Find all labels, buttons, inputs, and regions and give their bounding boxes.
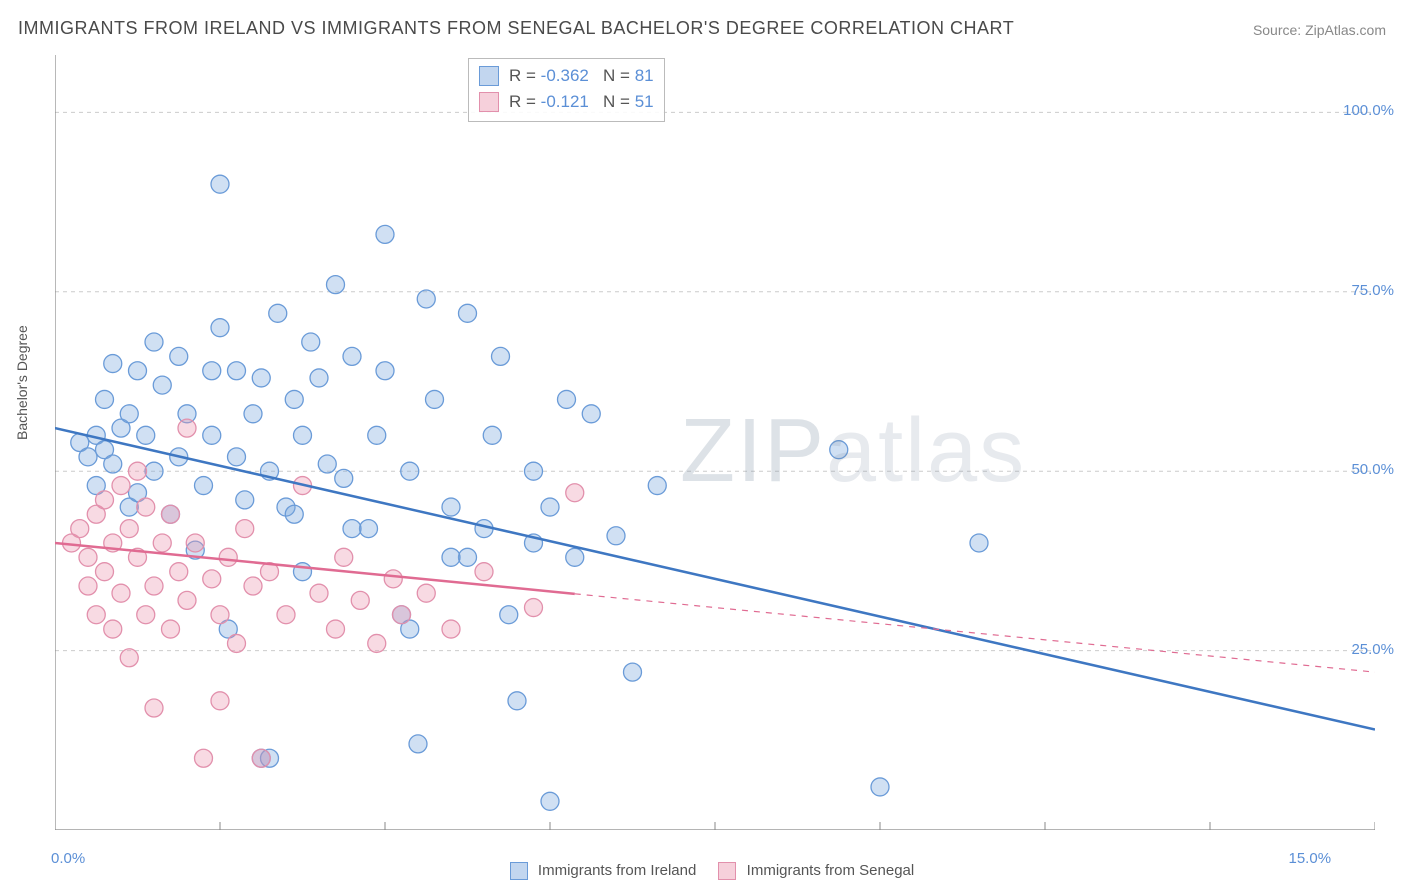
chart-title: IMMIGRANTS FROM IRELAND VS IMMIGRANTS FR… <box>18 18 1014 39</box>
legend-row: R = -0.121 N = 51 <box>479 89 654 115</box>
series-legend: Immigrants from Ireland Immigrants from … <box>0 862 1406 880</box>
legend-swatch-senegal <box>718 862 736 880</box>
legend-swatch-icon <box>479 92 499 112</box>
legend-label-ireland: Immigrants from Ireland <box>538 862 696 879</box>
y-tick: 50.0% <box>1351 461 1394 478</box>
legend-label-senegal: Immigrants from Senegal <box>747 862 915 879</box>
y-tick: 100.0% <box>1343 102 1394 119</box>
scatter-plot <box>55 55 1375 830</box>
y-tick: 25.0% <box>1351 641 1394 658</box>
y-axis-label: Bachelor's Degree <box>14 325 30 440</box>
legend-swatch-icon <box>479 66 499 86</box>
legend-swatch-ireland <box>510 862 528 880</box>
legend-row: R = -0.362 N = 81 <box>479 63 654 89</box>
x-tick: 0.0% <box>51 850 85 867</box>
correlation-legend: R = -0.362 N = 81R = -0.121 N = 51 <box>468 58 665 122</box>
source-label: Source: ZipAtlas.com <box>1253 22 1386 38</box>
y-tick: 75.0% <box>1351 282 1394 299</box>
x-tick: 15.0% <box>1289 850 1332 867</box>
